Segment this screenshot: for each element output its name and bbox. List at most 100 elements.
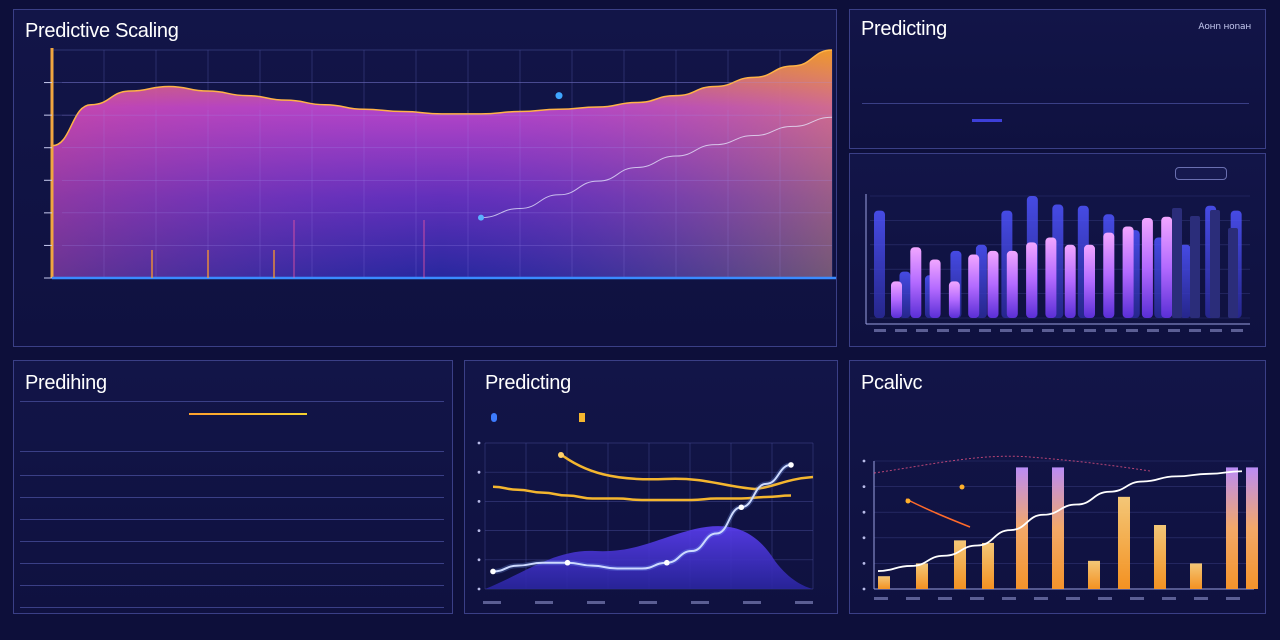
bar-x-tick-label xyxy=(1231,329,1243,332)
combo-y-tick xyxy=(862,510,866,514)
combo-x-tick-label xyxy=(1098,597,1112,600)
combo-bar xyxy=(1226,467,1238,589)
bar-chart-panel xyxy=(849,153,1266,347)
combo-point xyxy=(959,484,965,490)
table-panel-title: Predihing xyxy=(25,372,107,394)
line-point xyxy=(738,504,745,511)
combo-bar xyxy=(954,540,966,589)
line-x-tick-label xyxy=(743,601,761,604)
combo-line xyxy=(877,470,1243,572)
bar-back-mark xyxy=(1210,210,1220,318)
bar-front-mark xyxy=(968,254,980,318)
summary-divider xyxy=(862,103,1249,104)
bar-x-tick-label xyxy=(1147,329,1159,332)
bar-front-mark xyxy=(1064,244,1076,318)
bar-x-tick-label xyxy=(979,329,991,332)
main-area-edge xyxy=(51,49,833,147)
summary-mini-bar xyxy=(972,119,1002,122)
combo-y-tick xyxy=(862,536,866,540)
combo-x-tick-label xyxy=(874,597,888,600)
line-y-tick xyxy=(477,470,481,474)
bar-front-mark xyxy=(987,250,999,318)
summary-panel-title: Predicting xyxy=(861,18,947,40)
line-y-tick xyxy=(477,587,481,591)
main-panel-title: Predictive Scaling xyxy=(25,20,179,42)
bar-x-tick-label xyxy=(874,329,886,332)
combo-point xyxy=(905,498,911,504)
bar-panel-button[interactable] xyxy=(1175,167,1227,180)
line-series-yellow-2 xyxy=(558,452,814,491)
main-area-tint xyxy=(52,50,832,278)
table-row-divider xyxy=(20,585,444,586)
bar-x-tick-label xyxy=(895,329,907,332)
bar-x-tick-label xyxy=(1168,329,1180,332)
table-panel: Predihing xyxy=(13,360,453,614)
legend-swatch-yellow xyxy=(579,413,585,422)
combo-x-tick-label xyxy=(906,597,920,600)
main-chart-panel: Predictive Scaling xyxy=(13,9,837,347)
line-x-tick-label xyxy=(483,601,501,604)
bar-front-mark xyxy=(910,247,922,318)
line-y-tick xyxy=(477,529,481,532)
bar-x-tick-label xyxy=(1126,329,1138,332)
combo-bar xyxy=(1154,525,1166,589)
bar-x-tick-label xyxy=(1189,329,1201,332)
table-row-divider xyxy=(20,451,444,452)
combo-x-tick-label xyxy=(1066,597,1080,600)
combo-chart-panel: Pcalivc xyxy=(849,360,1266,614)
line-point xyxy=(788,462,794,468)
line-x-tick-label xyxy=(639,601,657,604)
bar-x-tick-label xyxy=(1105,329,1117,332)
combo-y-tick xyxy=(862,459,866,463)
combo-x-tick-label xyxy=(1194,597,1208,600)
bar-front-mark xyxy=(948,281,960,318)
combo-chart xyxy=(862,455,1258,600)
combo-panel-title: Pcalivc xyxy=(861,372,923,394)
combo-bar xyxy=(916,563,928,589)
main-forecast-line xyxy=(480,116,833,219)
line-series-yellow xyxy=(492,485,792,502)
combo-x-tick-label xyxy=(970,597,984,600)
bar-x-tick-label xyxy=(916,329,928,332)
summary-panel: Predicting Aонn ноnан xyxy=(849,9,1266,149)
bar-front-mark xyxy=(1026,242,1038,318)
main-forecast-point xyxy=(478,214,484,221)
bar-chart xyxy=(865,194,1250,332)
summary-corner-label: Aонn ноnан xyxy=(1198,22,1251,32)
bar-back-mark xyxy=(1190,216,1200,318)
bar-front-mark xyxy=(1122,226,1134,318)
legend-swatch-blue xyxy=(491,413,497,422)
line-point xyxy=(558,452,564,458)
line-point xyxy=(490,568,496,575)
table-row-divider xyxy=(20,519,444,520)
combo-reference-line xyxy=(873,455,1151,474)
bar-front-mark xyxy=(891,281,902,318)
table-row-divider xyxy=(20,497,444,498)
line-point xyxy=(664,559,670,566)
bar-back-mark xyxy=(874,210,885,318)
bar-back-mark xyxy=(1228,228,1238,318)
combo-bar xyxy=(1052,467,1064,589)
combo-y-tick xyxy=(862,485,866,488)
combo-bar xyxy=(1016,467,1028,589)
line-chart xyxy=(477,441,814,604)
table-row-divider xyxy=(20,475,444,476)
bar-x-tick-label xyxy=(1063,329,1075,332)
combo-x-tick-label xyxy=(1162,597,1176,600)
table-row-divider xyxy=(20,607,444,608)
line-y-tick xyxy=(477,441,481,445)
line-area-mountain xyxy=(485,526,813,589)
combo-bar xyxy=(878,576,890,589)
bar-front-mark xyxy=(929,259,941,318)
main-highlight-point xyxy=(555,92,563,100)
combo-trend-line xyxy=(905,498,971,528)
combo-x-tick-label xyxy=(1130,597,1144,600)
line-y-tick xyxy=(477,558,481,562)
bar-x-tick-label xyxy=(937,329,949,332)
bar-x-tick-label xyxy=(1042,329,1054,332)
line-point xyxy=(564,559,571,566)
line-y-tick xyxy=(477,500,481,503)
combo-bar xyxy=(1118,496,1130,589)
combo-bar xyxy=(1190,563,1202,589)
bar-x-tick-label xyxy=(1210,329,1222,332)
